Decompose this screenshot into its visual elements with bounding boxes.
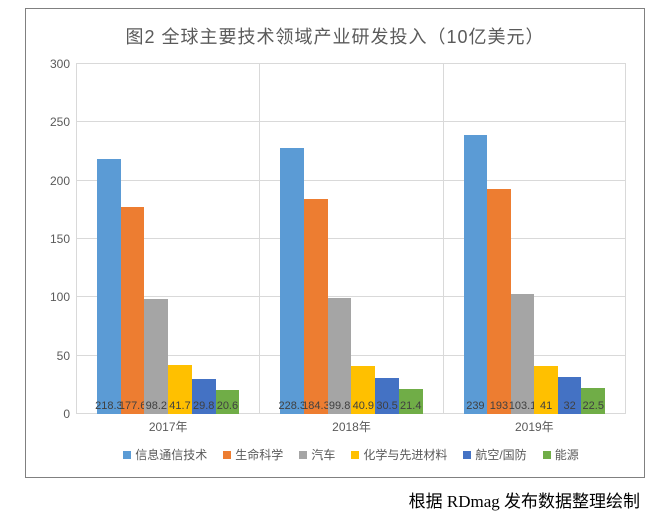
source-note: 根据 RDmag 发布数据整理绘制 — [409, 487, 640, 512]
legend-swatch — [299, 451, 307, 459]
bar-value-label: 103.1 — [509, 400, 537, 412]
legend: 信息通信技术 生命科学 汽车 化学与先进材料 航空/国防 能源 — [76, 444, 626, 465]
legend-item: 信息通信技术 — [123, 446, 207, 463]
bar-value-label: 22.5 — [583, 400, 604, 412]
bar: 239 — [464, 135, 488, 414]
bar-value-label: 21.4 — [400, 400, 421, 412]
ytick-label: 200 — [50, 174, 70, 188]
bar: 193 — [487, 189, 511, 414]
bar-value-label: 239 — [466, 400, 484, 412]
category-group: 2019年239193103.1413222.5 — [443, 64, 626, 414]
ytick-label: 250 — [50, 115, 70, 129]
bar: 30.5 — [375, 378, 399, 414]
category-group: 2017年218.3177.698.241.729.820.6 — [76, 64, 259, 414]
bar: 41.7 — [168, 365, 192, 414]
legend-swatch — [351, 451, 359, 459]
xtick-label: 2017年 — [77, 418, 259, 435]
ytick-label: 50 — [57, 349, 70, 363]
bar: 228.3 — [280, 148, 304, 414]
bar-value-label: 32 — [564, 400, 576, 412]
ytick-label: 100 — [50, 290, 70, 304]
bar: 218.3 — [97, 159, 121, 414]
category-group: 2018年228.3184.399.840.930.521.4 — [259, 64, 442, 414]
legend-label: 汽车 — [311, 446, 335, 463]
bar-value-label: 29.8 — [193, 400, 214, 412]
legend-item: 汽车 — [299, 446, 335, 463]
bar-value-label: 193 — [490, 400, 508, 412]
ytick-label: 150 — [50, 232, 70, 246]
bar-value-label: 30.5 — [376, 400, 397, 412]
legend-swatch — [123, 451, 131, 459]
bar: 41 — [534, 366, 558, 414]
bar: 99.8 — [328, 298, 352, 414]
chart-frame: 图2 全球主要技术领域产业研发投入（10亿美元） 0 50 100 150 200 250… — [25, 8, 645, 478]
legend-label: 化学与先进材料 — [363, 446, 447, 463]
bar-value-label: 40.9 — [353, 400, 374, 412]
bar: 98.2 — [144, 299, 168, 414]
chart-title: 图2 全球主要技术领域产业研发投入（10亿美元） — [26, 9, 644, 49]
bar: 21.4 — [399, 389, 423, 414]
bar: 32 — [558, 377, 582, 414]
legend-swatch — [543, 451, 551, 459]
bar: 22.5 — [581, 388, 605, 414]
bar: 40.9 — [351, 366, 375, 414]
bar-value-label: 41.7 — [169, 400, 190, 412]
legend-item: 能源 — [543, 446, 579, 463]
bar-value-label: 184.3 — [302, 400, 330, 412]
bar: 20.6 — [216, 390, 240, 414]
xtick-label: 2018年 — [260, 418, 442, 435]
bar-value-label: 99.8 — [329, 400, 350, 412]
legend-label: 生命科学 — [235, 446, 283, 463]
bar: 29.8 — [192, 379, 216, 414]
bar-value-label: 20.6 — [217, 400, 238, 412]
legend-label: 能源 — [555, 446, 579, 463]
legend-label: 信息通信技术 — [135, 446, 207, 463]
xtick-label: 2019年 — [444, 418, 625, 435]
plot-area: 0501001502002503002017年218.3177.698.241.… — [76, 64, 626, 414]
bar-value-label: 177.6 — [119, 400, 147, 412]
legend-swatch — [463, 451, 471, 459]
bar: 184.3 — [304, 199, 328, 414]
legend-label: 航空/国防 — [475, 446, 526, 463]
bar-value-label: 41 — [540, 400, 552, 412]
ytick-label: 300 — [50, 57, 70, 71]
bar: 177.6 — [121, 207, 145, 414]
legend-item: 航空/国防 — [463, 446, 526, 463]
bar: 103.1 — [511, 294, 535, 414]
ytick-label: 0 — [63, 407, 70, 421]
legend-swatch — [223, 451, 231, 459]
bar-value-label: 98.2 — [146, 400, 167, 412]
legend-item: 生命科学 — [223, 446, 283, 463]
legend-item: 化学与先进材料 — [351, 446, 447, 463]
